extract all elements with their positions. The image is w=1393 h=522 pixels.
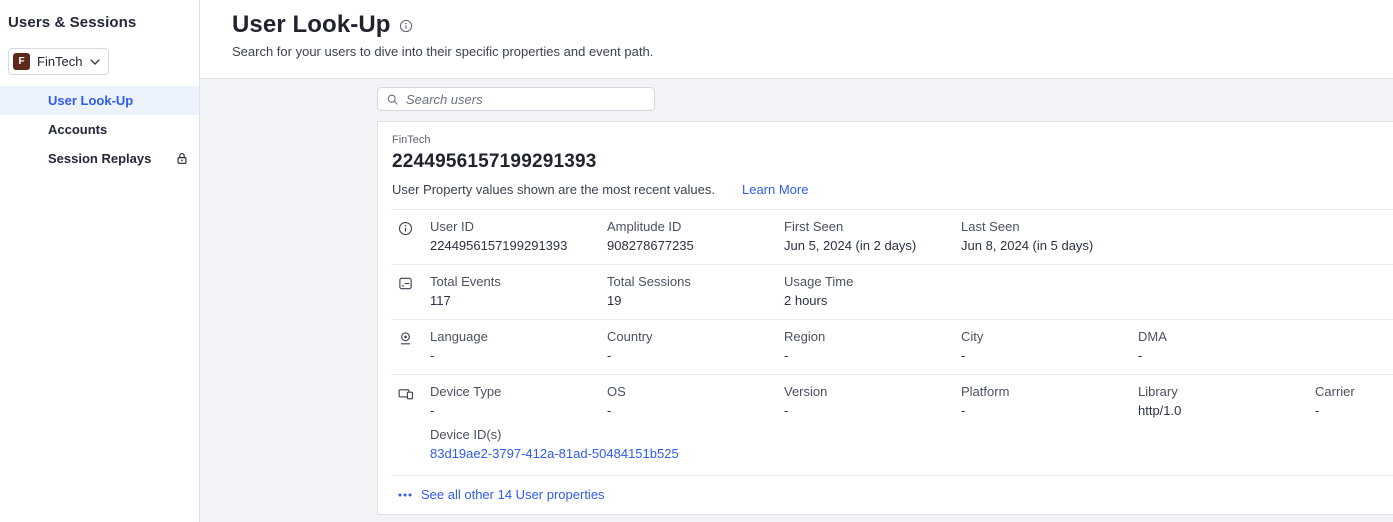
sidebar-item-session-replays[interactable]: Session Replays — [0, 144, 199, 173]
user-card: FinTech 2244956157199291393 User Propert… — [377, 121, 1393, 515]
sidebar-item-accounts[interactable]: Accounts — [0, 115, 199, 144]
property-field: Usage Time 2 hours — [784, 274, 961, 308]
sidebar-item-label: Accounts — [48, 122, 108, 137]
property-row: Device Type - OS - Version - Platform - Library h… — [391, 374, 1393, 475]
property-field: Language - — [430, 329, 607, 363]
field-label: First Seen — [784, 219, 844, 234]
sidebar-item-user-look-up[interactable]: User Look-Up — [0, 86, 199, 115]
field-value: 117 — [430, 293, 451, 308]
property-field: City - — [961, 329, 1138, 363]
property-field: Total Events 117 — [430, 274, 607, 308]
field-value: 19 — [607, 293, 622, 308]
field-label: Country — [607, 329, 653, 344]
field-value: - — [1138, 348, 1143, 363]
page-title: User Look-Up — [232, 11, 391, 38]
project-name: FinTech — [37, 54, 83, 69]
card-project-label: FinTech — [392, 134, 431, 146]
property-row: Language - Country - Region - City - DMA - — [391, 319, 1393, 374]
field-label: Library — [1138, 384, 1178, 399]
chevron-down-icon — [89, 58, 100, 65]
property-row: User ID 2244956157199291393 Amplitude ID 90… — [391, 209, 1393, 264]
sidebar-item-label: Session Replays — [48, 151, 152, 166]
field-label: City — [961, 329, 984, 344]
property-field: DMA - — [1138, 329, 1315, 363]
field-value: - — [430, 403, 435, 418]
field-value: - — [784, 348, 789, 363]
project-selector-dropdown[interactable]: F FinTech — [8, 48, 109, 75]
info-icon — [398, 219, 430, 253]
device-ids-label: Device ID(s) — [430, 427, 502, 442]
field-label: Total Sessions — [607, 274, 691, 289]
field-value: - — [784, 403, 789, 418]
lock-icon — [175, 151, 189, 169]
field-label: Device Type — [430, 384, 502, 399]
events-icon — [398, 274, 430, 308]
property-row: Total Events 117 Total Sessions 19 Usage Tim… — [391, 264, 1393, 319]
field-label: Platform — [961, 384, 1010, 399]
field-value: - — [961, 403, 966, 418]
property-field: Amplitude ID 908278677235 — [607, 219, 784, 253]
see-all-label: See all other 14 User properties — [421, 487, 605, 502]
property-field: Version - — [784, 384, 961, 418]
content-area: FinTech 2244956157199291393 User Propert… — [200, 78, 1393, 522]
field-label: OS — [607, 384, 626, 399]
field-label: Usage Time — [784, 274, 854, 289]
search-box[interactable] — [377, 87, 655, 111]
field-label: Total Events — [430, 274, 501, 289]
property-field: Region - — [784, 329, 961, 363]
field-value: - — [430, 348, 435, 363]
search-input[interactable] — [406, 91, 646, 107]
location-icon — [398, 329, 430, 363]
field-value: http/1.0 — [1138, 403, 1182, 418]
search-icon — [386, 93, 399, 106]
sidebar-item-label: User Look-Up — [48, 93, 134, 108]
learn-more-link[interactable]: Learn More — [741, 182, 809, 197]
field-label: Amplitude ID — [607, 219, 682, 234]
field-value: - — [1315, 403, 1320, 418]
field-value: Jun 8, 2024 (in 5 days) — [961, 238, 1094, 253]
property-field: User ID 2244956157199291393 — [430, 219, 607, 253]
device-icon — [398, 384, 430, 418]
ellipsis-icon — [398, 493, 412, 497]
field-label: Carrier — [1315, 384, 1355, 399]
field-value: 2244956157199291393 — [430, 238, 568, 253]
field-value: 908278677235 — [607, 238, 694, 253]
field-value: - — [607, 403, 612, 418]
project-avatar: F — [13, 53, 30, 70]
property-rows: User ID 2244956157199291393 Amplitude ID 90… — [391, 209, 1393, 475]
card-note: User Property values shown are the most … — [392, 182, 715, 197]
field-label: DMA — [1138, 329, 1167, 344]
property-field: First Seen Jun 5, 2024 (in 2 days) — [784, 219, 961, 253]
property-field: Country - — [607, 329, 784, 363]
field-value: 2 hours — [784, 293, 828, 308]
field-label: User ID — [430, 219, 475, 234]
info-icon[interactable] — [399, 19, 413, 33]
device-id-link[interactable]: 83d19ae2-3797-412a-81ad-50484151b525 — [430, 446, 679, 461]
property-field: Device Type - — [430, 384, 607, 418]
page-header: User Look-Up Search for your users to di… — [200, 0, 1393, 78]
field-label: Language — [430, 329, 488, 344]
main-area: User Look-Up Search for your users to di… — [200, 0, 1393, 522]
user-card-header: FinTech 2244956157199291393 User Propert… — [391, 122, 1393, 209]
field-label: Version — [784, 384, 828, 399]
field-value: Jun 5, 2024 (in 2 days) — [784, 238, 917, 253]
device-ids-block: Device ID(s) 83d19ae2-3797-412a-81ad-5048… — [430, 418, 1393, 464]
see-all-properties-link[interactable]: See all other 14 User properties — [391, 475, 1393, 514]
sidebar: Users & Sessions F FinTech User Look-Up … — [0, 0, 200, 522]
page-subtitle: Search for your users to dive into their… — [232, 44, 654, 59]
field-value: - — [607, 348, 612, 363]
property-field: Library http/1.0 — [1138, 384, 1315, 418]
property-field: Carrier - — [1315, 384, 1393, 418]
property-field: Last Seen Jun 8, 2024 (in 5 days) — [961, 219, 1138, 253]
property-field: Total Sessions 19 — [607, 274, 784, 308]
field-label: Last Seen — [961, 219, 1020, 234]
field-label: Region — [784, 329, 826, 344]
card-user-id: 2244956157199291393 — [392, 151, 597, 172]
property-field: Platform - — [961, 384, 1138, 418]
sidebar-nav: User Look-Up Accounts Session Replays — [0, 86, 199, 173]
property-field: OS - — [607, 384, 784, 418]
field-value: - — [961, 348, 966, 363]
sidebar-title: Users & Sessions — [8, 14, 137, 31]
